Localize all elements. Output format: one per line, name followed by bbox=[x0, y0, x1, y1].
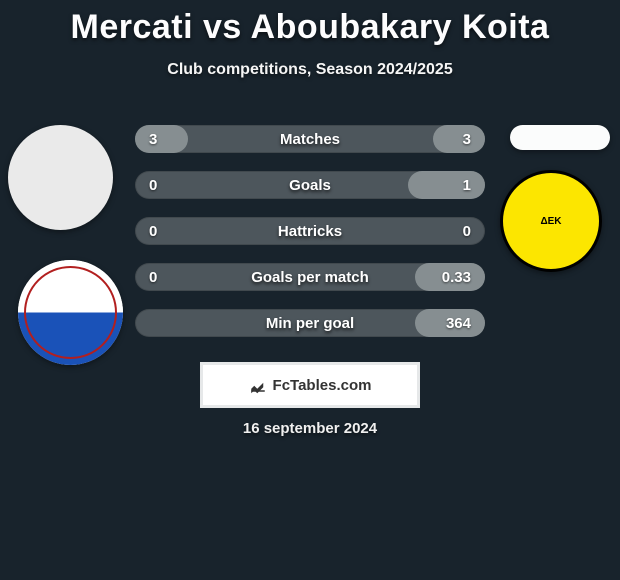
stat-value-right: 364 bbox=[446, 315, 471, 332]
stat-value-right: 0.33 bbox=[442, 269, 471, 286]
chart-icon bbox=[249, 376, 267, 394]
stat-row: 3Matches3 bbox=[135, 125, 485, 153]
stat-label: Hattricks bbox=[135, 223, 485, 240]
player2-avatar bbox=[510, 125, 610, 150]
stat-label: Matches bbox=[135, 131, 485, 148]
subtitle: Club competitions, Season 2024/2025 bbox=[0, 61, 620, 79]
brand-badge[interactable]: FcTables.com bbox=[200, 362, 420, 408]
brand-text: FcTables.com bbox=[273, 377, 372, 394]
stat-label: Min per goal bbox=[135, 315, 485, 332]
stat-label: Goals per match bbox=[135, 269, 485, 286]
stat-row: 0Goals1 bbox=[135, 171, 485, 199]
date-text: 16 september 2024 bbox=[0, 420, 620, 437]
stat-value-right: 3 bbox=[463, 131, 471, 148]
stat-row: Min per goal364 bbox=[135, 309, 485, 337]
player1-avatar bbox=[8, 125, 113, 230]
player1-club-badge bbox=[18, 260, 123, 365]
page-title: Mercati vs Aboubakary Koita bbox=[0, 0, 620, 47]
stat-row: 0Goals per match0.33 bbox=[135, 263, 485, 291]
stats-container: 3Matches30Goals10Hattricks00Goals per ma… bbox=[135, 125, 485, 355]
stat-value-right: 0 bbox=[463, 223, 471, 240]
stat-row: 0Hattricks0 bbox=[135, 217, 485, 245]
player2-club-badge: ΔΕΚ bbox=[500, 170, 602, 272]
stat-value-right: 1 bbox=[463, 177, 471, 194]
stat-label: Goals bbox=[135, 177, 485, 194]
